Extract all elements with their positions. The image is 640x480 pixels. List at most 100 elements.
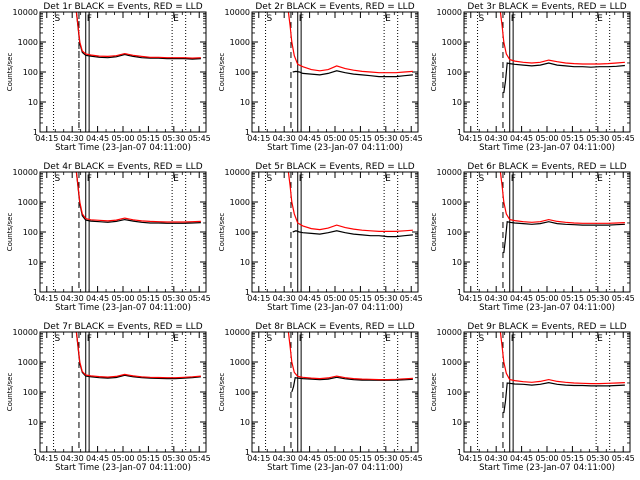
lld-series-line <box>499 12 625 65</box>
y-tick-label: 100 <box>447 388 462 397</box>
events-series-line <box>75 172 201 224</box>
marker-label-f: F <box>87 334 92 344</box>
y-tick-label: 10 <box>452 258 462 267</box>
y-tick-label: 100 <box>447 228 462 237</box>
x-tick-label: 05:15 <box>349 454 372 463</box>
events-series-line <box>75 332 201 380</box>
x-tick-label: 04:45 <box>510 294 533 303</box>
y-tick-label: 10000 <box>13 328 38 337</box>
y-tick-label: 10 <box>452 98 462 107</box>
x-tick-label: 05:45 <box>188 294 211 303</box>
marker-label-f: F <box>299 334 304 344</box>
marker-label-s: S <box>479 14 485 24</box>
x-axis-label: Start Time (23-Jan-07 04:11:00) <box>479 143 615 153</box>
x-tick-label: 04:30 <box>61 134 84 143</box>
y-tick-label: 100 <box>23 228 38 237</box>
marker-label-s: S <box>479 334 485 344</box>
y-tick-label: 1 <box>245 128 250 137</box>
chart-panel-4: Det 4r BLACK = Events, RED = LLD Start Ti… <box>6 162 211 313</box>
x-tick-label: 04:15 <box>247 294 270 303</box>
events-series-line <box>292 70 413 78</box>
marker-label-e: E <box>597 174 603 184</box>
marker-label-e: E <box>173 174 179 184</box>
x-tick-label: 05:00 <box>111 134 134 143</box>
y-axis-label: Counts/sec <box>430 213 438 252</box>
chart-panel-1: Det 1r BLACK = Events, RED = LLD Start Ti… <box>6 2 211 153</box>
x-tick-label: 04:15 <box>35 294 58 303</box>
lld-series-line <box>287 12 413 74</box>
plot-frame <box>463 11 631 133</box>
chart-title: Det 9r BLACK = Events, RED = LLD <box>467 322 626 332</box>
x-tick-label: 05:30 <box>162 134 185 143</box>
y-tick-label: 10 <box>452 418 462 427</box>
x-tick-label: 05:30 <box>586 454 609 463</box>
x-tick-label: 05:30 <box>374 454 397 463</box>
x-tick-label: 05:00 <box>323 134 346 143</box>
y-tick-label: 10000 <box>225 8 250 17</box>
y-tick-label: 10 <box>240 258 250 267</box>
x-tick-label: 05:15 <box>349 134 372 143</box>
y-tick-label: 10 <box>28 418 38 427</box>
chart-title: Det 7r BLACK = Events, RED = LLD <box>43 322 202 332</box>
marker-label-f: F <box>87 174 92 184</box>
chart-panel-3: Det 3r BLACK = Events, RED = LLD Start Ti… <box>430 2 635 153</box>
x-tick-label: 05:45 <box>400 294 423 303</box>
y-tick-label: 10000 <box>13 8 38 17</box>
y-tick-label: 100 <box>447 68 462 77</box>
y-tick-label: 10000 <box>437 328 462 337</box>
lld-series-line <box>75 12 201 59</box>
x-tick-label: 04:15 <box>35 454 58 463</box>
y-tick-label: 1 <box>33 128 38 137</box>
y-tick-label: 100 <box>235 68 250 77</box>
y-axis-label: Counts/sec <box>430 53 438 92</box>
marker-label-f: F <box>511 334 516 344</box>
x-tick-label: 05:45 <box>612 294 635 303</box>
x-tick-label: 05:00 <box>535 294 558 303</box>
y-axis-label: Counts/sec <box>6 53 14 92</box>
x-tick-label: 05:15 <box>137 134 160 143</box>
y-tick-label: 1 <box>245 448 250 457</box>
y-tick-label: 1000 <box>442 38 462 47</box>
y-tick-label: 100 <box>235 228 250 237</box>
y-axis-label: Counts/sec <box>218 213 226 252</box>
chart-title: Det 4r BLACK = Events, RED = LLD <box>43 162 202 172</box>
x-axis-label: Start Time (23-Jan-07 04:11:00) <box>267 463 403 473</box>
events-series-line <box>503 381 625 414</box>
marker-label-s: S <box>55 334 61 344</box>
x-tick-label: 04:30 <box>273 134 296 143</box>
x-tick-label: 04:15 <box>459 134 482 143</box>
x-axis-label: Start Time (23-Jan-07 04:11:00) <box>55 463 191 473</box>
x-tick-label: 04:45 <box>86 134 109 143</box>
y-tick-label: 1 <box>457 128 462 137</box>
marker-label-e: E <box>385 14 391 24</box>
x-tick-label: 04:45 <box>298 454 321 463</box>
marker-label-e: E <box>385 174 391 184</box>
x-tick-label: 05:15 <box>561 294 584 303</box>
x-axis-label: Start Time (23-Jan-07 04:11:00) <box>55 143 191 153</box>
events-series-line <box>292 230 413 238</box>
x-tick-label: 05:45 <box>188 134 211 143</box>
lld-series-line <box>75 332 201 379</box>
plot-frame <box>463 171 631 293</box>
y-tick-label: 10000 <box>225 168 250 177</box>
y-tick-label: 1 <box>457 288 462 297</box>
chart-panel-5: Det 5r BLACK = Events, RED = LLD Start Ti… <box>218 162 423 313</box>
x-tick-label: 05:15 <box>349 294 372 303</box>
y-tick-label: 1000 <box>18 358 38 367</box>
x-tick-label: 05:00 <box>535 454 558 463</box>
x-tick-label: 04:45 <box>86 294 109 303</box>
marker-label-f: F <box>511 14 516 24</box>
chart-title: Det 5r BLACK = Events, RED = LLD <box>255 162 414 172</box>
x-tick-label: 05:15 <box>137 454 160 463</box>
y-tick-label: 1000 <box>442 358 462 367</box>
y-tick-label: 100 <box>235 388 250 397</box>
marker-label-s: S <box>267 334 273 344</box>
chart-title: Det 3r BLACK = Events, RED = LLD <box>467 2 626 12</box>
events-series-line <box>291 376 413 393</box>
y-axis-label: Counts/sec <box>218 373 226 412</box>
y-tick-label: 1 <box>245 288 250 297</box>
lld-series-line <box>75 172 201 223</box>
marker-label-s: S <box>55 14 61 24</box>
marker-label-f: F <box>299 14 304 24</box>
plot-frame <box>39 171 207 293</box>
